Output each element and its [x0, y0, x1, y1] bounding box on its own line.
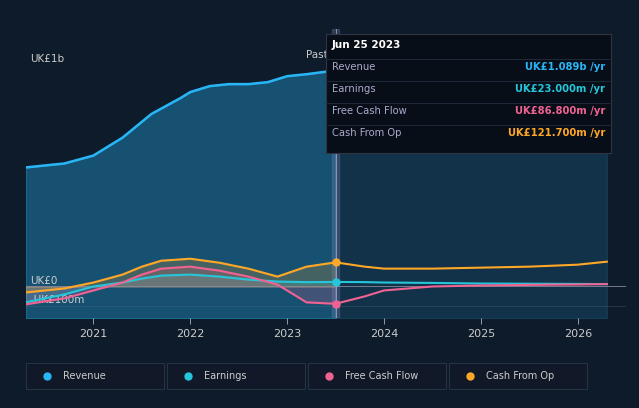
Text: -UK£100m: -UK£100m [31, 295, 85, 305]
Text: Jun 25 2023: Jun 25 2023 [332, 40, 401, 50]
Text: UK£23.000m /yr: UK£23.000m /yr [515, 84, 605, 94]
FancyBboxPatch shape [326, 34, 612, 153]
Text: UK£0: UK£0 [31, 275, 58, 286]
FancyBboxPatch shape [167, 363, 305, 389]
FancyBboxPatch shape [308, 363, 446, 389]
Text: UK£1b: UK£1b [31, 55, 65, 64]
Text: Earnings: Earnings [204, 371, 247, 381]
Text: Cash From Op: Cash From Op [486, 371, 555, 381]
FancyBboxPatch shape [26, 363, 164, 389]
Text: UK£86.800m /yr: UK£86.800m /yr [515, 106, 605, 116]
Text: Free Cash Flow: Free Cash Flow [345, 371, 419, 381]
Text: Revenue: Revenue [332, 62, 375, 72]
Bar [332, 29, 339, 318]
Text: UK£121.700m /yr: UK£121.700m /yr [508, 128, 605, 138]
Text: Cash From Op: Cash From Op [332, 128, 401, 138]
Text: Free Cash Flow: Free Cash Flow [332, 106, 406, 116]
Text: Past: Past [306, 49, 328, 60]
Text: Revenue: Revenue [63, 371, 105, 381]
Text: UK£1.089b /yr: UK£1.089b /yr [525, 62, 605, 72]
Text: Earnings: Earnings [332, 84, 376, 94]
Text: Analysts Forecasts: Analysts Forecasts [347, 49, 445, 60]
FancyBboxPatch shape [449, 363, 587, 389]
